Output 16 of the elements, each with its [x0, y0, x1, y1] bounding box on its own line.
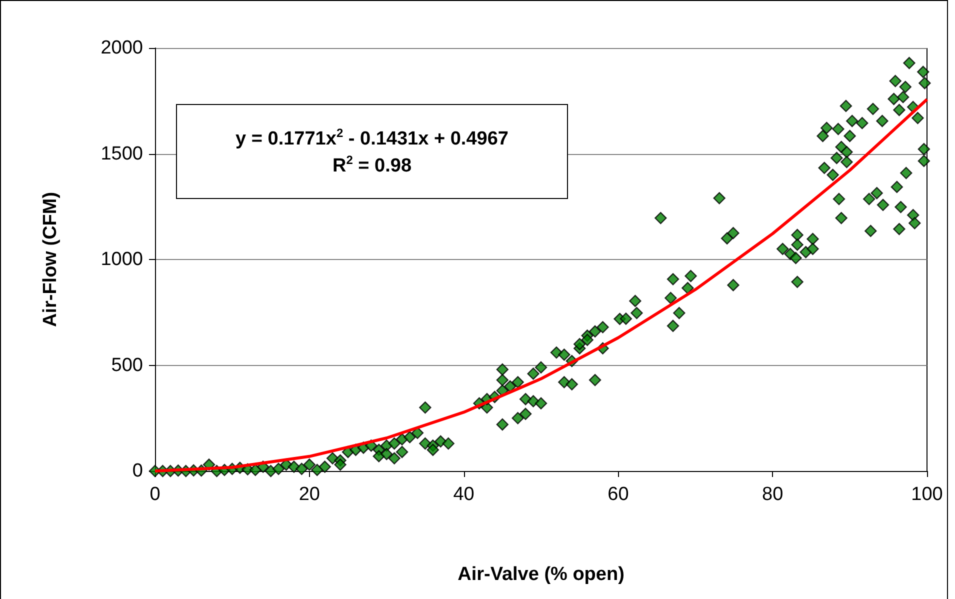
annotation: R$^{2}$ = 0.98	[331, 152, 413, 178]
y-tick-label: 0	[132, 460, 143, 482]
x-tick-label: 60	[608, 484, 629, 505]
y-tick-label: 500	[111, 354, 143, 376]
x-tick-label: 40	[453, 484, 474, 505]
x-tick-label: 80	[762, 484, 784, 505]
y-tick-label: 2000	[100, 38, 143, 58]
x-tick-label: 0	[150, 484, 160, 505]
annotation: y = 0.1771x$^{2}$ - 0.1431x + 0.4967	[234, 124, 510, 151]
x-tick-label: 100	[911, 484, 943, 505]
text-box: y = 0.1771x$^{2}$ - 0.1431x + 0.4967 R$^{2}$ = 0.98	[176, 104, 568, 199]
y-tick-label: 1000	[100, 249, 143, 270]
y-tick-label: 1500	[100, 143, 143, 164]
x-axis-title: Air-Valve (% open)	[458, 564, 624, 585]
y-axis-title: Air-Flow (CFM)	[40, 192, 61, 328]
x-tick-label: 20	[298, 484, 320, 505]
